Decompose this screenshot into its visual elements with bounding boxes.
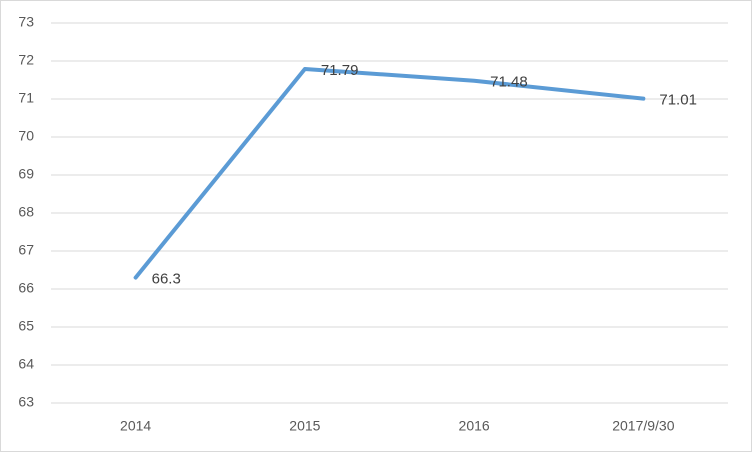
y-tick-label: 70 [18,128,34,144]
y-tick-label: 65 [18,318,34,334]
y-tick-label: 71 [18,90,34,106]
data-label: 71.48 [490,74,528,91]
x-tick-label: 2016 [459,418,490,434]
y-tick-label: 66 [18,280,34,296]
x-tick-label: 2017/9/30 [612,418,674,434]
data-label: 66.3 [152,271,181,288]
y-tick-label: 69 [18,166,34,182]
y-tick-label: 73 [18,14,34,30]
y-tick-label: 67 [18,242,34,258]
x-tick-label: 2014 [120,418,151,434]
data-label: 71.01 [659,92,697,109]
y-tick-label: 63 [18,394,34,410]
x-tick-label: 2015 [289,418,320,434]
line [133,66,646,280]
y-tick-label: 68 [18,204,34,220]
y-tick-label: 72 [18,52,34,68]
data-label: 71.79 [321,62,359,79]
y-tick-label: 64 [18,356,34,372]
